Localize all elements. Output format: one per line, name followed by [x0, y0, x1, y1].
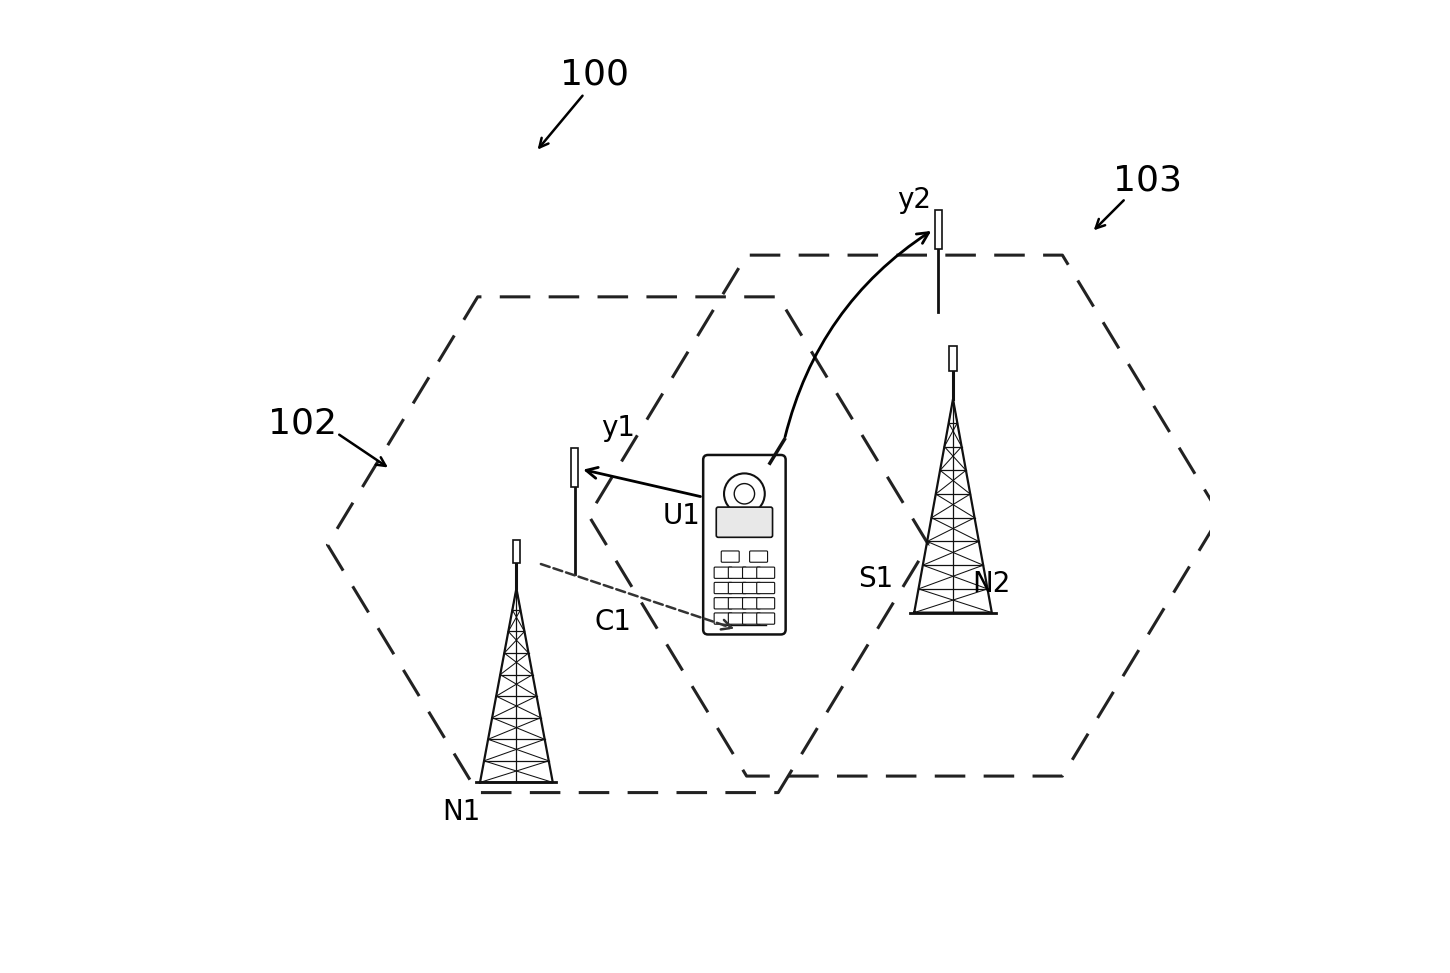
FancyBboxPatch shape: [728, 597, 747, 609]
FancyBboxPatch shape: [728, 583, 747, 594]
Bar: [571, 448, 579, 486]
Circle shape: [724, 474, 764, 514]
FancyBboxPatch shape: [757, 583, 774, 594]
FancyBboxPatch shape: [703, 455, 786, 634]
Text: S1: S1: [858, 564, 893, 593]
FancyBboxPatch shape: [716, 507, 773, 537]
FancyBboxPatch shape: [715, 567, 732, 578]
FancyBboxPatch shape: [742, 567, 760, 578]
FancyBboxPatch shape: [750, 551, 767, 562]
FancyBboxPatch shape: [757, 567, 774, 578]
Text: y1: y1: [602, 414, 635, 443]
FancyBboxPatch shape: [715, 597, 732, 609]
Text: N1: N1: [442, 798, 480, 825]
FancyBboxPatch shape: [728, 567, 747, 578]
FancyBboxPatch shape: [728, 613, 747, 625]
Text: 102: 102: [268, 407, 338, 441]
Text: y2: y2: [898, 186, 931, 214]
Bar: [950, 345, 957, 372]
Text: 100: 100: [560, 57, 628, 91]
FancyBboxPatch shape: [757, 613, 774, 625]
Bar: [513, 540, 521, 563]
Text: C1: C1: [594, 608, 632, 636]
FancyBboxPatch shape: [715, 613, 732, 625]
Text: N2: N2: [973, 569, 1011, 597]
FancyBboxPatch shape: [742, 613, 760, 625]
Bar: [935, 210, 942, 249]
FancyBboxPatch shape: [721, 551, 740, 562]
FancyBboxPatch shape: [715, 583, 732, 594]
Text: U1: U1: [663, 502, 700, 529]
Text: 103: 103: [1112, 163, 1182, 198]
FancyBboxPatch shape: [742, 583, 760, 594]
FancyBboxPatch shape: [742, 597, 760, 609]
FancyBboxPatch shape: [757, 597, 774, 609]
Circle shape: [734, 484, 754, 504]
